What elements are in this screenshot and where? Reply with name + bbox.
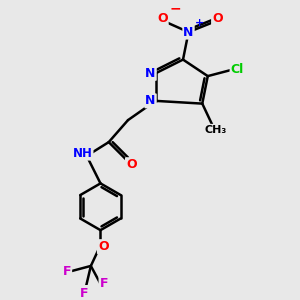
Text: F: F: [63, 265, 71, 278]
Text: O: O: [126, 158, 136, 171]
Text: Cl: Cl: [231, 63, 244, 76]
Text: +: +: [195, 18, 204, 28]
Text: −: −: [170, 2, 182, 16]
Text: CH₃: CH₃: [205, 125, 227, 135]
Text: O: O: [157, 12, 168, 25]
Text: F: F: [80, 287, 88, 300]
Text: NH: NH: [73, 147, 92, 160]
Text: O: O: [212, 12, 223, 25]
Text: N: N: [146, 94, 156, 107]
Text: F: F: [100, 277, 108, 290]
Text: N: N: [146, 67, 156, 80]
Text: O: O: [98, 240, 109, 253]
Text: N: N: [183, 26, 194, 39]
